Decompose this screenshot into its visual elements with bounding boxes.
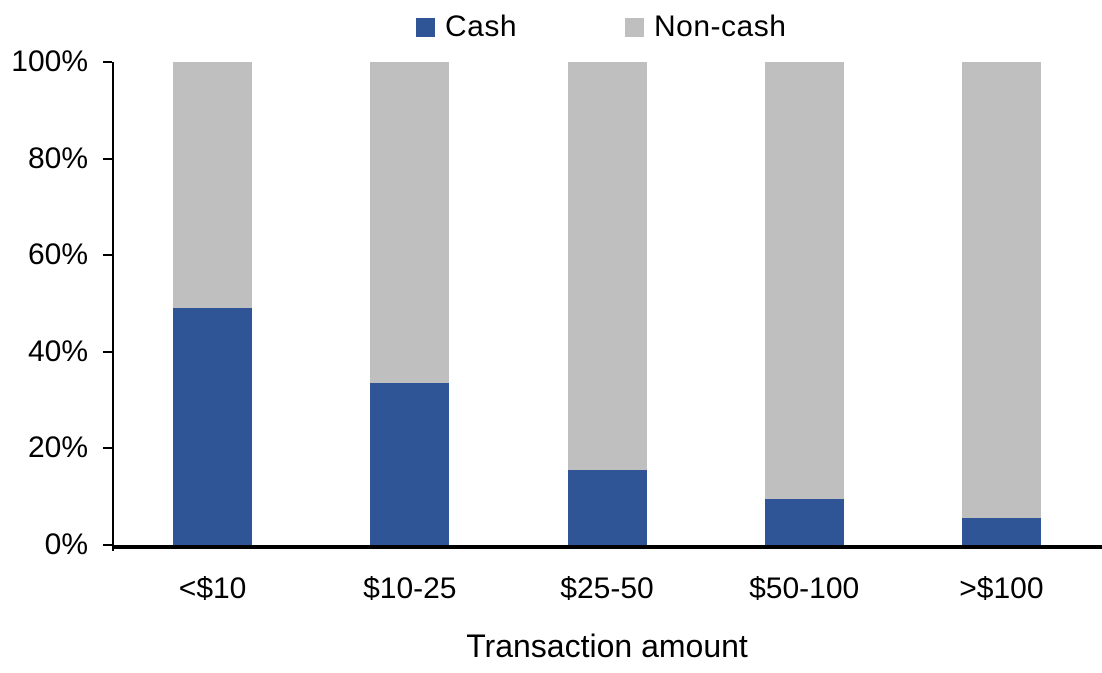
y-tick-label: 60% — [27, 238, 88, 272]
y-tick-mark — [103, 157, 112, 160]
y-tick-label: 100% — [11, 45, 88, 78]
bar-segment-noncash — [764, 62, 844, 500]
legend-swatch-noncash-icon — [625, 17, 644, 37]
y-tick-mark — [103, 61, 112, 63]
bar-segment-noncash — [567, 62, 647, 471]
y-tick-label: 40% — [27, 334, 88, 368]
bar-segment-cash — [961, 518, 1041, 545]
y-tick-mark — [103, 350, 112, 353]
bar-segment-cash — [173, 308, 253, 545]
y-tick-mark — [103, 544, 112, 546]
y-tick-label: 0% — [44, 528, 88, 561]
legend-label-cash: Cash — [445, 10, 518, 43]
x-axis-line — [112, 545, 1102, 549]
y-axis-line — [112, 62, 114, 551]
y-tick-label: 80% — [27, 141, 88, 175]
legend-label-noncash: Non-cash — [654, 10, 787, 43]
bar-segment-noncash — [961, 62, 1041, 519]
bar-segment-noncash — [173, 62, 253, 309]
x-category-label: $10-25 — [363, 572, 457, 605]
x-category-label: $50-100 — [749, 572, 860, 605]
legend-item-noncash: Non-cash — [625, 10, 787, 43]
bar-segment-cash — [370, 383, 450, 545]
y-tick-label: 20% — [27, 431, 88, 465]
y-tick-mark — [103, 447, 112, 450]
legend-swatch-cash-icon — [416, 17, 435, 37]
x-category-label: <$10 — [178, 572, 247, 605]
bar-segment-noncash — [370, 62, 450, 384]
bar-segment-cash — [567, 470, 647, 545]
y-tick-mark — [103, 254, 112, 257]
x-category-label: $25-50 — [560, 572, 654, 605]
legend-item-cash: Cash — [416, 10, 518, 43]
bar-segment-cash — [764, 499, 844, 545]
x-category-label: >$100 — [959, 572, 1044, 605]
x-axis-title: Transaction amount — [466, 628, 748, 664]
